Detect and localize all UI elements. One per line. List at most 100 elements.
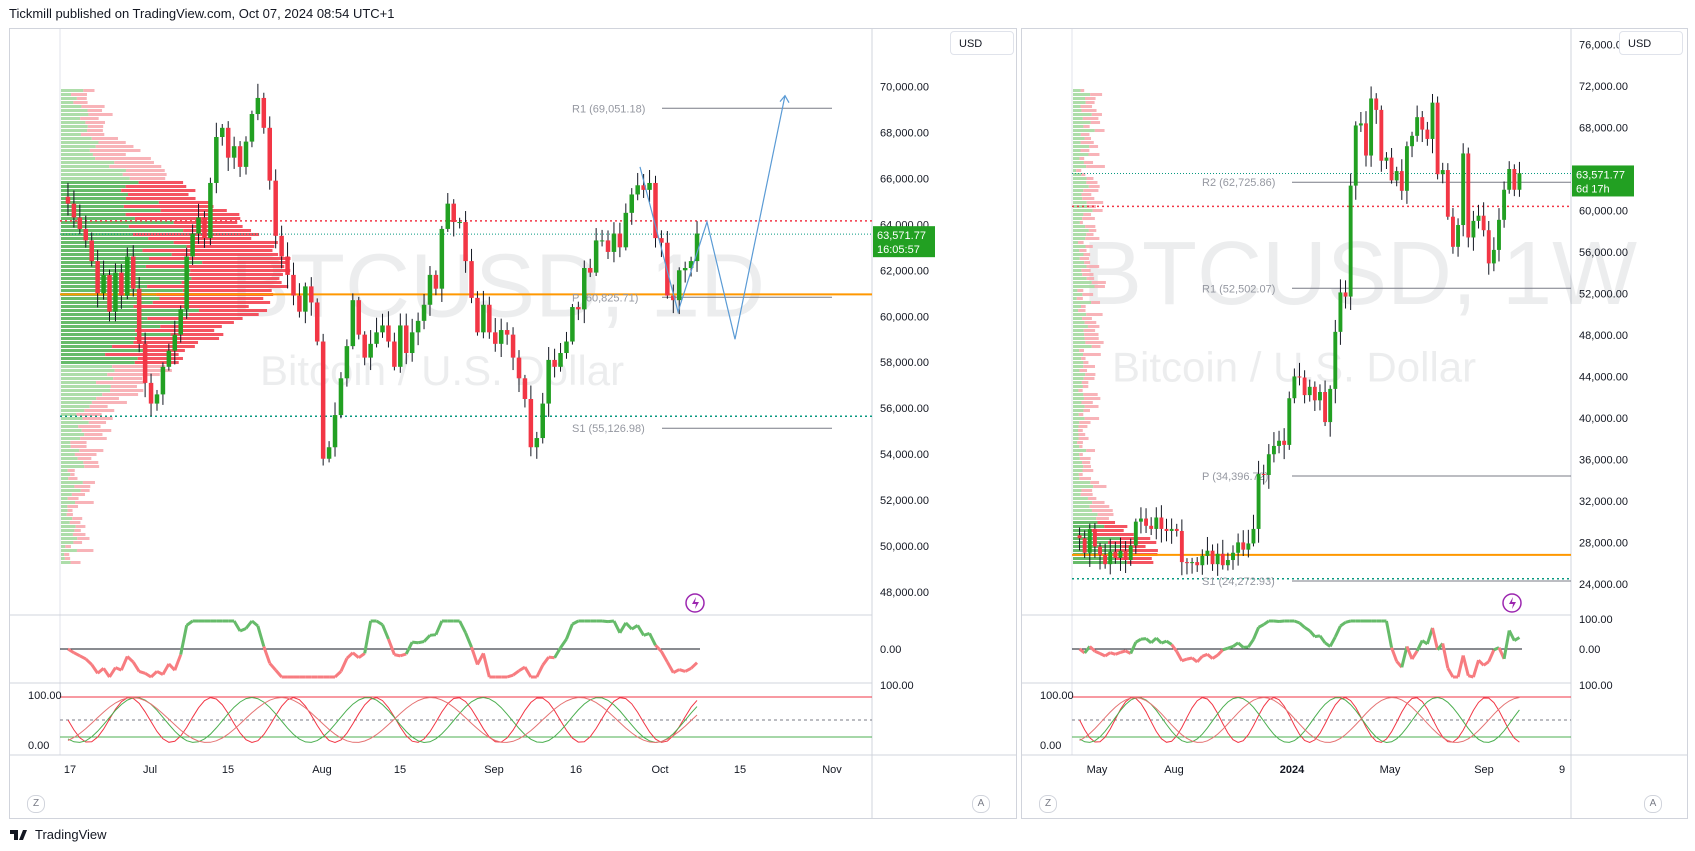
volume-profile-bar: [61, 433, 85, 436]
stoch-tick-label: 0.00: [1040, 740, 1061, 752]
volume-profile-bar: [92, 153, 126, 156]
candle-body: [1399, 171, 1404, 191]
volume-profile-bar: [73, 101, 88, 104]
tradingview-logo[interactable]: TradingView: [9, 827, 107, 842]
volume-profile-bar: [80, 133, 105, 136]
volume-profile-bar: [1077, 289, 1084, 292]
volume-profile-bar: [1073, 441, 1078, 444]
volume-profile-bar: [1078, 433, 1086, 436]
volume-profile-bar: [75, 525, 86, 528]
volume-profile-bar: [1073, 249, 1080, 252]
volume-profile-bar: [61, 257, 149, 260]
candle-body: [184, 256, 189, 310]
volume-profile-bar: [61, 145, 96, 148]
volume-profile-bar: [189, 273, 283, 276]
volume-profile-bar: [1079, 349, 1084, 352]
zoom-button[interactable]: Z: [1039, 795, 1057, 813]
volume-profile-bar: [61, 133, 81, 136]
volume-profile-bar: [61, 561, 71, 564]
candle-body: [279, 235, 284, 257]
volume-profile-bar: [61, 485, 75, 488]
volume-profile-bar: [1082, 273, 1094, 276]
volume-profile-bar: [1089, 145, 1099, 148]
volume-profile-bar: [61, 193, 129, 196]
oscillator-segment: [1160, 639, 1168, 645]
volume-profile-bar: [1073, 281, 1092, 284]
candle-body: [303, 286, 308, 312]
oscillator-segment: [67, 647, 75, 655]
oscillator-segment: [173, 654, 183, 671]
candle-body: [647, 182, 652, 190]
candle-body: [409, 332, 415, 354]
volume-profile-bar: [61, 521, 70, 524]
volume-profile-bar: [1084, 405, 1099, 408]
volume-profile-bar: [61, 429, 82, 432]
volume-profile-bar: [1080, 89, 1085, 92]
candle-body: [558, 353, 563, 367]
volume-profile-bar: [84, 465, 100, 468]
volume-profile-bar: [61, 249, 143, 252]
oscillator-segment: [1262, 619, 1270, 626]
volume-profile-bar: [87, 109, 103, 112]
volume-profile-bar: [1073, 205, 1088, 208]
time-tick-label: Sep: [484, 764, 504, 776]
candle-body: [178, 309, 183, 335]
volume-profile-bar: [1073, 201, 1087, 204]
volume-profile-bar: [1080, 105, 1093, 108]
candle-body: [332, 415, 338, 448]
volume-profile-bar: [1073, 453, 1080, 456]
auto-scale-button[interactable]: A: [972, 795, 990, 813]
volume-profile-bar: [1083, 161, 1094, 164]
candle-body: [605, 240, 611, 252]
volume-profile-bar: [1073, 385, 1083, 388]
currency-button[interactable]: USD: [950, 31, 1014, 55]
oscillator-segment: [244, 620, 254, 630]
candle-body: [659, 238, 664, 243]
price-tick-label: 56,000.00: [880, 403, 929, 415]
volume-profile-bar: [1076, 169, 1082, 172]
oscillator-segment: [1135, 637, 1142, 644]
auto-scale-button[interactable]: A: [1644, 795, 1662, 813]
volume-profile-bar: [1073, 181, 1087, 184]
volume-profile-bar: [1073, 437, 1079, 440]
candle-body: [439, 228, 445, 289]
candle-body: [190, 233, 195, 257]
chart-canvas-daily[interactable]: BTCUSD, 1D Bitcoin / U.S. Dollar R1 (69,05…: [10, 29, 1016, 818]
candle-body: [231, 146, 237, 158]
chart-panel-daily[interactable]: BTCUSD, 1D Bitcoin / U.S. Dollar R1 (69,05…: [9, 28, 1017, 819]
oscillator-segment: [333, 670, 342, 679]
chart-panel-weekly[interactable]: BTCUSD, 1W Bitcoin / U.S. Dollar R2 (62,72…: [1021, 28, 1688, 819]
oscillator-segment: [1314, 634, 1321, 639]
oscillator-segment: [1099, 652, 1106, 658]
candle-body: [599, 240, 605, 242]
volume-profile-bar: [110, 385, 137, 388]
volume-profile-bar: [1073, 233, 1087, 236]
candle-body: [1266, 454, 1271, 475]
volume-profile-bar: [1073, 509, 1092, 512]
oscillator-segment: [601, 619, 609, 624]
oscillator-segment: [375, 619, 384, 627]
candle-body: [1092, 528, 1097, 547]
volume-profile-bar: [61, 325, 161, 328]
volume-profile-bar: [1073, 113, 1092, 116]
candle-body: [504, 330, 510, 335]
candle-body: [629, 194, 635, 213]
volume-profile-bar: [170, 333, 224, 336]
candle-body: [682, 267, 688, 271]
candle-body: [255, 97, 261, 115]
candle-body: [392, 341, 397, 367]
volume-profile-bar: [1094, 129, 1105, 132]
oscillator-segment: [1252, 626, 1260, 641]
oscillator-segment: [434, 620, 444, 636]
pivot-label: R1 (69,051.18): [572, 103, 645, 115]
candle-body: [136, 288, 142, 344]
volume-profile-bar: [61, 541, 74, 544]
volume-profile-bar: [70, 561, 81, 564]
candle-body: [202, 217, 207, 239]
candle-body: [1415, 117, 1420, 136]
zoom-button[interactable]: Z: [27, 795, 45, 813]
currency-button[interactable]: USD: [1619, 31, 1683, 55]
oscillator-segment: [1222, 646, 1229, 652]
volume-profile-bar: [1078, 425, 1088, 428]
